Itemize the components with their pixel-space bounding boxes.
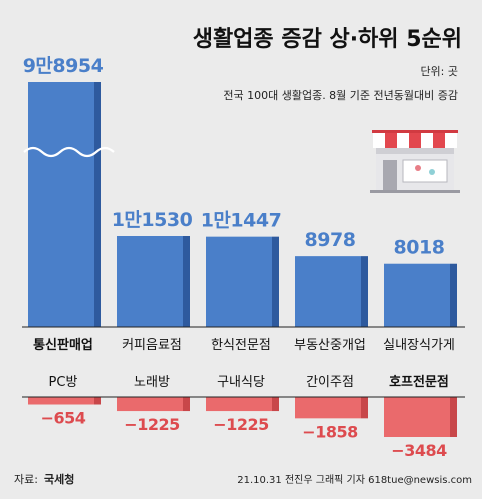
category-label: 실내장식가게 xyxy=(383,338,455,353)
axis-break-mark xyxy=(23,146,115,158)
bottom-bar-group: 구내식당 −1225 xyxy=(206,375,279,434)
category-label: 간이주점 xyxy=(306,375,354,390)
bar xyxy=(206,236,272,327)
bar-side xyxy=(361,397,368,419)
chart-title: 생활업종 증감 상·하위 5순위 xyxy=(193,27,462,52)
bar-side xyxy=(94,397,101,405)
category-label: 통신판매업 xyxy=(33,337,93,353)
top-bars: 9만8954 통신판매업 1만1530 커피음료점 1만1447 한식전문점 8978 부동산… xyxy=(23,55,457,353)
category-label: 커피음료점 xyxy=(122,338,182,353)
source-label: 자료: xyxy=(14,473,38,486)
category-label: 구내식당 xyxy=(217,375,265,390)
value-label: 9만8954 xyxy=(23,55,104,77)
value-label: 8018 xyxy=(394,237,445,259)
category-label: 호프전문점 xyxy=(389,374,449,390)
bar xyxy=(117,236,183,327)
bottom-bar-group: PC방 −654 xyxy=(28,375,101,428)
category-label: 노래방 xyxy=(134,375,170,390)
category-label: 한식전문점 xyxy=(211,338,271,353)
bar xyxy=(117,397,183,412)
value-label: 1만1530 xyxy=(112,209,193,231)
chart-subtitle: 전국 100대 생활업종. 8월 기준 전년동월대비 증감 xyxy=(223,88,458,102)
bottom-bars: PC방 −654 노래방 −1225 구내식당 −1225 간이주점 −1858 호프전문점 −3… xyxy=(28,374,457,460)
store-awning-icon xyxy=(370,130,460,193)
credit-line: 21.10.31 전진우 그래픽 기자 618tue@newsis.com xyxy=(237,474,472,486)
top-bar-group: 8018 실내장식가게 xyxy=(383,237,457,353)
bar xyxy=(295,256,361,327)
value-label: −1225 xyxy=(213,415,269,434)
category-label: 부동산중개업 xyxy=(294,338,366,353)
bar xyxy=(206,397,272,412)
bar-side xyxy=(450,263,457,327)
unit-label: 단위: 곳 xyxy=(420,65,458,78)
value-label: 1만1447 xyxy=(201,210,282,232)
bottom-bar-group: 노래방 −1225 xyxy=(117,375,190,434)
bar-side xyxy=(272,397,279,412)
value-label: 8978 xyxy=(305,229,356,251)
top-bar-group: 9만8954 통신판매업 xyxy=(23,55,115,353)
bar-side xyxy=(450,397,457,437)
bottom-bar-group: 호프전문점 −3484 xyxy=(384,374,457,460)
value-label: −1858 xyxy=(302,422,358,441)
value-label: −1225 xyxy=(124,415,180,434)
source-name: 국세청 xyxy=(44,472,74,486)
bar-side xyxy=(183,397,190,412)
category-label: PC방 xyxy=(49,375,78,390)
bar-side xyxy=(272,236,279,327)
top-bar-group: 1만1447 한식전문점 xyxy=(201,210,282,353)
bar xyxy=(384,263,450,327)
bar-side xyxy=(94,82,101,327)
top-bar-group: 8978 부동산중개업 xyxy=(294,229,368,353)
top-bar-group: 1만1530 커피음료점 xyxy=(112,209,193,353)
bottom-bar-group: 간이주점 −1858 xyxy=(295,375,368,441)
bar-side xyxy=(183,236,190,327)
bar xyxy=(28,397,94,405)
value-label: −3484 xyxy=(391,441,447,460)
value-label: −654 xyxy=(41,409,86,428)
bar xyxy=(384,397,450,437)
bar xyxy=(295,397,361,419)
bar-side xyxy=(361,256,368,327)
bar xyxy=(28,82,94,327)
